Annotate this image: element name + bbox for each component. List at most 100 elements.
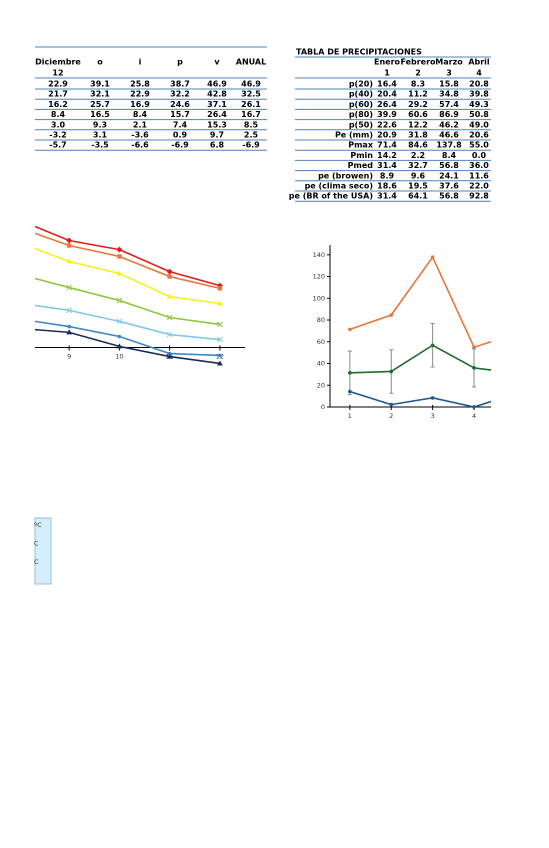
cell: 39.1 [90,80,110,89]
x-tick-label: 2 [389,412,393,420]
cell: 8.9 [380,171,395,180]
row-label: Pmin [350,151,373,160]
cell: 71.4 [377,141,397,150]
cell: 92.8 [469,192,489,201]
marker [116,270,123,276]
row-label: pe (browen) [318,171,373,180]
line [34,328,220,365]
cell: 26.4 [377,100,397,109]
marker [472,405,476,409]
cell: 8.3 [411,80,425,89]
cell: 38.7 [170,80,190,89]
cell: 37.6 [439,182,459,191]
cell: 11.2 [408,90,428,99]
cell: 42.8 [207,90,227,99]
header-cell: o [97,58,103,67]
cell: 26.4 [207,110,227,119]
marker [117,254,122,259]
cell: 49.0 [469,120,489,129]
marker [66,284,73,291]
x-tick-label: 1 [348,412,352,420]
marker [116,318,123,325]
cell: 19.5 [408,182,428,191]
cell: 84.6 [408,141,428,150]
row-label: p(80) [349,110,373,119]
cell: 46.2 [439,120,459,129]
y-tick-label: 120 [313,273,325,281]
cell: 31.4 [377,161,397,170]
cell: 32.7 [408,161,428,170]
row-label: pe (BR of the USA) [289,192,373,201]
cell: 16.2 [48,100,68,109]
cell: 50.8 [469,110,489,119]
y-tick-label: 80 [317,316,325,324]
marker [167,274,172,279]
marker [472,366,476,370]
line [34,277,220,326]
row-label: p(40) [349,90,373,99]
marker [166,331,173,338]
row-label: Pmax [348,141,374,150]
line [349,390,492,408]
marker [389,313,394,317]
cell: 0.9 [173,131,188,140]
cell: 16.4 [377,80,397,89]
y-tick-label: 20 [317,381,325,389]
legend-text: C [34,540,39,548]
marker [348,327,352,332]
header-cell: 4 [476,69,482,78]
cell: 9.3 [93,120,107,129]
legend-text: ºC [34,521,42,529]
cell: 15.3 [207,120,227,129]
cell: -6.9 [242,141,260,150]
y-tick-label: 100 [313,294,325,302]
cell: -3.5 [91,141,109,150]
cell: 7.4 [173,120,188,129]
cell: 46.9 [207,80,227,89]
marker [216,300,223,306]
line [349,255,492,349]
cell: 2.5 [244,131,259,140]
header-cell: Abril [468,58,490,67]
marker [116,297,123,304]
cell: 86.9 [439,110,459,119]
cell: 46.6 [439,131,459,140]
cell: 8.4 [51,110,66,119]
header-cell: 1 [384,69,390,78]
marker [166,268,173,275]
marker [66,329,73,335]
cell: 46.9 [241,80,261,89]
cell: 32.5 [241,90,261,99]
header-cell: ANUAL [236,58,266,67]
row-label: p(50) [349,120,373,129]
cell: 24.1 [439,171,459,180]
line [34,247,220,305]
header-cell: 3 [446,69,452,78]
line [34,304,220,341]
header-cell: 2 [415,69,421,78]
cell: 16.5 [90,110,110,119]
marker [216,360,223,366]
cell: 60.6 [408,110,428,119]
header-cell: Marzo [435,58,463,67]
cell: 3.1 [93,131,108,140]
marker [116,246,123,253]
marker [67,324,71,329]
cell: 56.8 [439,192,459,201]
cell: 25.7 [90,100,110,109]
marker [166,293,173,299]
legend-box [34,517,52,585]
cell: 2.1 [133,120,148,129]
header-cell: i [139,58,142,67]
header-cell: 12 [52,69,63,78]
cell: 20.6 [469,131,489,140]
cell: -6.6 [131,141,149,150]
marker [389,369,394,374]
row-label: p(20) [349,80,373,89]
header-cell: Diciembre [35,58,81,67]
marker [348,389,352,394]
marker [117,334,122,339]
cell: 32.2 [170,90,190,99]
cell: 64.1 [408,192,428,201]
